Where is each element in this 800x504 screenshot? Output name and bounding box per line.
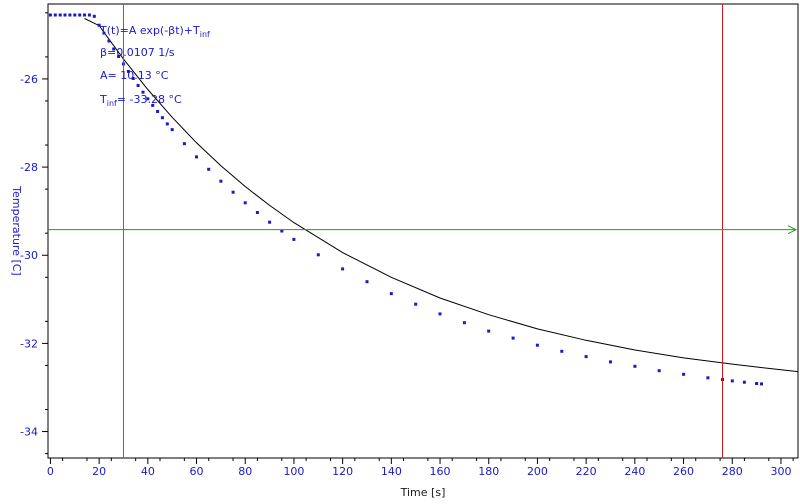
data-point	[760, 382, 763, 386]
data-point	[146, 97, 150, 101]
fit-layer	[84, 18, 799, 373]
data-point	[207, 167, 211, 171]
data-point	[268, 220, 272, 224]
fit-tinf-sub: inf	[107, 99, 117, 108]
x-tick-label: 140	[381, 465, 402, 478]
data-point	[755, 382, 759, 385]
data-point	[633, 364, 637, 368]
data-point	[107, 39, 111, 43]
x-axis-label: Time [s]	[400, 486, 446, 499]
data-point	[83, 13, 86, 17]
data-point	[112, 47, 116, 51]
data-point	[73, 13, 77, 17]
y-tick-label: -30	[20, 249, 38, 262]
data-point	[438, 312, 442, 316]
data-point	[389, 292, 393, 296]
data-point	[657, 369, 661, 373]
data-point	[78, 13, 82, 17]
data-point	[742, 380, 746, 384]
data-point	[182, 142, 186, 146]
data-point	[414, 302, 418, 306]
data-point	[117, 55, 121, 58]
data-point	[160, 116, 164, 120]
data-point	[365, 280, 369, 284]
x-tick-label: 200	[527, 465, 548, 478]
data-point	[87, 13, 91, 17]
x-tick-label: 220	[576, 465, 597, 478]
data-point	[48, 13, 52, 17]
ticks: 0 20 40 60 80 100 120 140 160 180 200 220 240 260 280 3…	[20, 12, 794, 478]
fit-formula-sub: inf	[200, 30, 210, 39]
fit-tinf-value: = -33.28 °C	[117, 93, 182, 106]
x-tick-label: 40	[141, 465, 155, 478]
data-point	[462, 321, 466, 325]
fit-formula-main: T(t)=A exp(-βt)+T	[99, 24, 200, 37]
x-tick-label: 160	[430, 465, 451, 478]
data-point	[58, 13, 62, 17]
data-point	[195, 155, 198, 159]
data-point	[730, 379, 734, 383]
data-point	[280, 229, 284, 233]
fit-line	[84, 18, 799, 373]
x-tick-label: 180	[478, 465, 499, 478]
x-tick-label: 0	[47, 465, 54, 478]
data-point	[165, 122, 169, 126]
data-point	[243, 201, 247, 205]
data-point	[487, 329, 491, 333]
y-axis-label: Temperature [C]	[10, 185, 23, 275]
cursor-arrowhead-icon[interactable]	[787, 225, 798, 235]
x-tick-label: 60	[190, 465, 204, 478]
data-point	[292, 237, 296, 241]
data-point	[156, 110, 160, 113]
data-point	[511, 336, 515, 340]
x-tick-label: 100	[283, 465, 304, 478]
data-point	[170, 128, 174, 132]
x-tick-label: 240	[624, 465, 645, 478]
data-point	[609, 360, 612, 364]
x-tick-label: 20	[92, 465, 106, 478]
y-tick-label: -34	[20, 426, 38, 439]
data-point	[316, 253, 320, 257]
x-tick-label: 80	[238, 465, 252, 478]
x-tick-label: 260	[673, 465, 694, 478]
x-tick-label: 300	[770, 465, 791, 478]
plot-frame	[47, 3, 799, 459]
data-point	[131, 77, 135, 80]
data-point	[560, 349, 564, 353]
data-point	[151, 103, 155, 107]
data-point	[102, 31, 106, 35]
data-point	[341, 267, 345, 271]
data-point	[53, 13, 57, 17]
data-point	[535, 343, 539, 347]
data-point	[706, 376, 710, 380]
y-tick-label: -26	[20, 73, 38, 86]
data-point	[126, 69, 130, 73]
x-tick-label: 280	[722, 465, 743, 478]
cursor-layer[interactable]	[48, 4, 798, 458]
data-point	[584, 355, 588, 359]
fit-annotation: T(t)=A exp(-βt)+Tinf β=0.0107 1/s A= 10.…	[99, 24, 210, 108]
y-tick-label: -32	[20, 337, 38, 350]
data-point	[231, 190, 235, 194]
data-point	[136, 84, 140, 87]
fit-amplitude: A= 10.13 °C	[100, 69, 169, 82]
data-point	[92, 14, 96, 18]
fit-formula: T(t)=A exp(-βt)+Tinf	[99, 24, 210, 39]
data-point	[97, 23, 101, 27]
data-point	[63, 13, 67, 17]
y-tick-label: -28	[20, 161, 38, 174]
fit-tinf-main: T	[99, 93, 107, 106]
x-tick-label: 120	[332, 465, 353, 478]
data-point	[219, 179, 223, 183]
data-point	[141, 90, 145, 94]
fit-tinf: Tinf= -33.28 °C	[99, 93, 182, 108]
data-point	[682, 372, 686, 376]
fit-beta: β=0.0107 1/s	[100, 46, 175, 59]
data-point	[68, 13, 72, 17]
data-point	[255, 211, 259, 214]
